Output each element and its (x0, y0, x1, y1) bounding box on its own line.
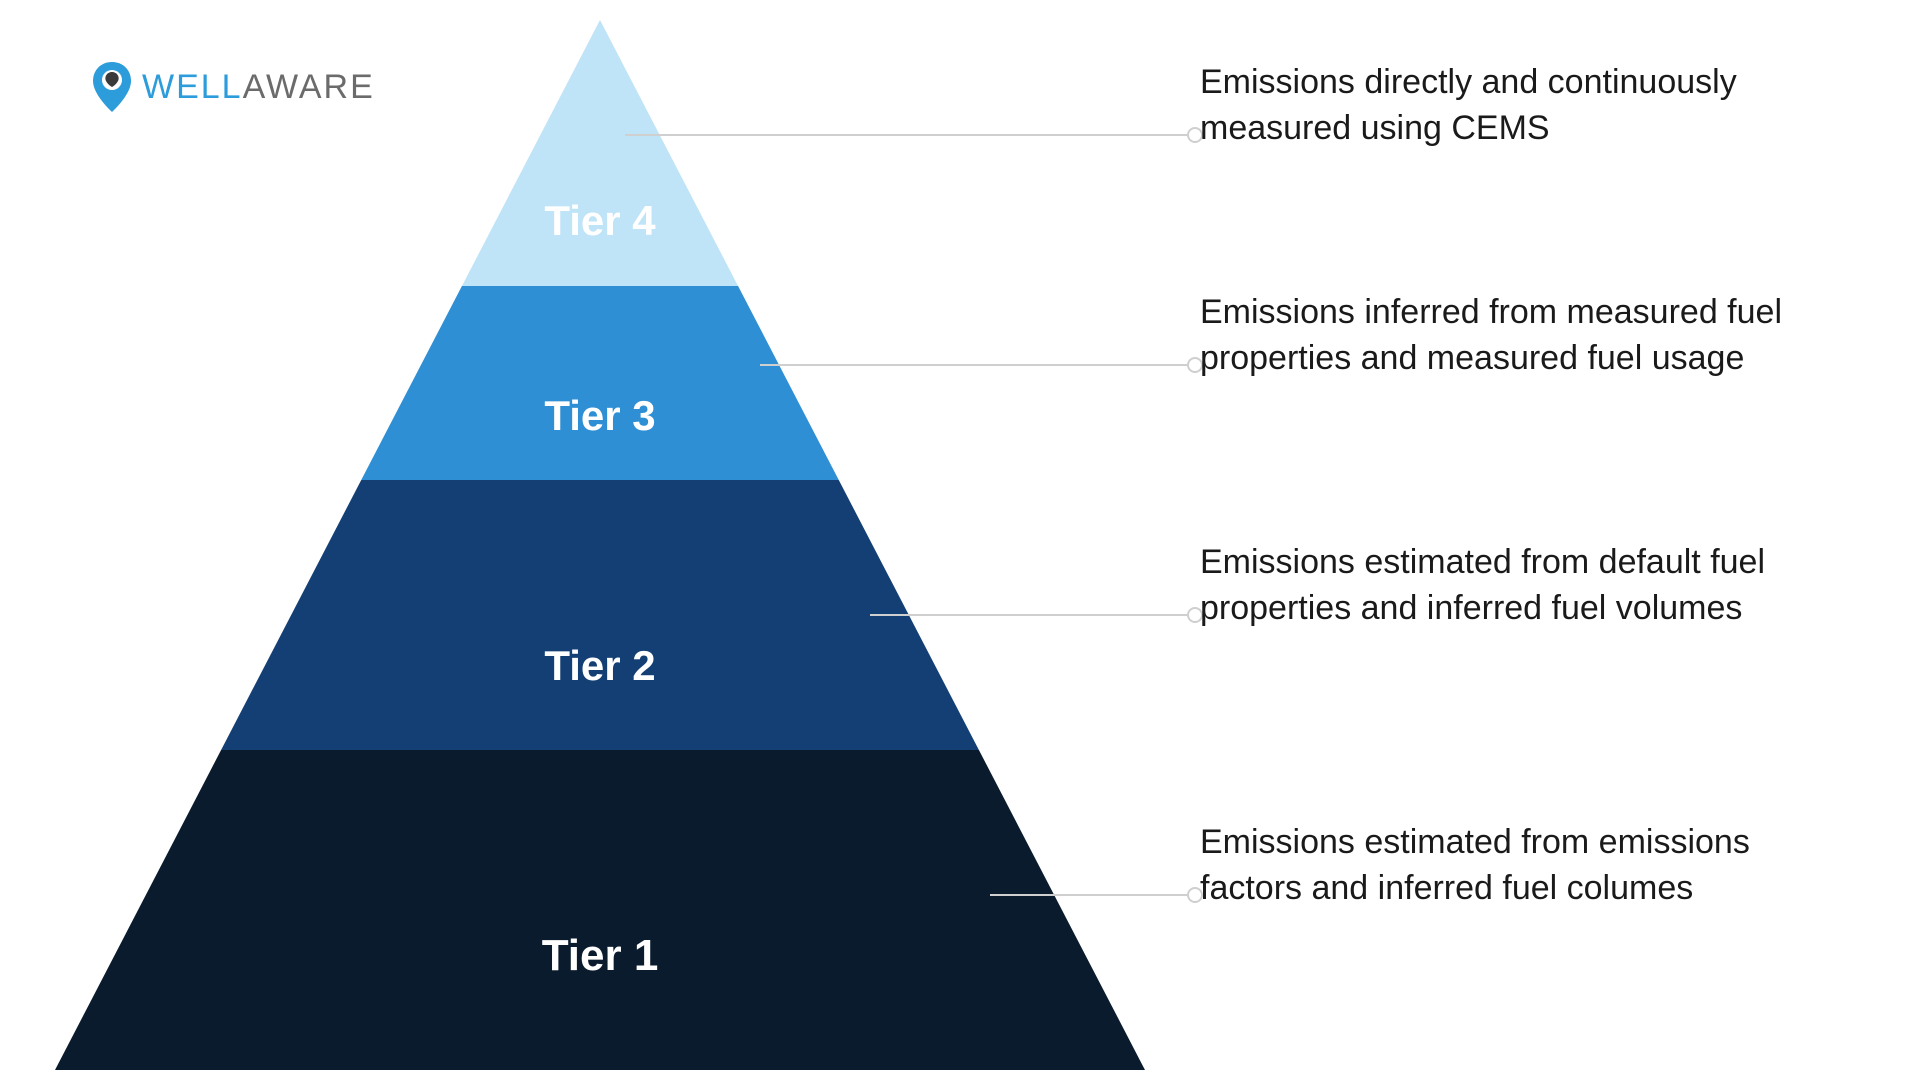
callout-tier4: Emissions directly and continuously meas… (1200, 60, 1840, 152)
callout-tier2: Emissions estimated from default fuel pr… (1200, 540, 1840, 632)
pyramid-slice-tier4 (462, 20, 738, 286)
pyramid-label-tier3: Tier 3 (544, 392, 655, 439)
callout-tier3: Emissions inferred from measured fuel pr… (1200, 290, 1840, 382)
callout-column: Emissions directly and continuously meas… (1200, 0, 1840, 1080)
pyramid-slice-tier2 (221, 480, 979, 750)
pyramid-slice-tier1 (55, 750, 1145, 1070)
pyramid-slice-tier3 (361, 286, 839, 480)
tier-pyramid: Tier 4 Tier 3 Tier 2 Tier 1 (50, 10, 1150, 1070)
pyramid-label-tier2: Tier 2 (544, 642, 655, 689)
pyramid-label-tier1: Tier 1 (542, 931, 659, 980)
callout-tier1: Emissions estimated from emissions facto… (1200, 820, 1840, 912)
pyramid-label-tier4: Tier 4 (544, 197, 656, 244)
